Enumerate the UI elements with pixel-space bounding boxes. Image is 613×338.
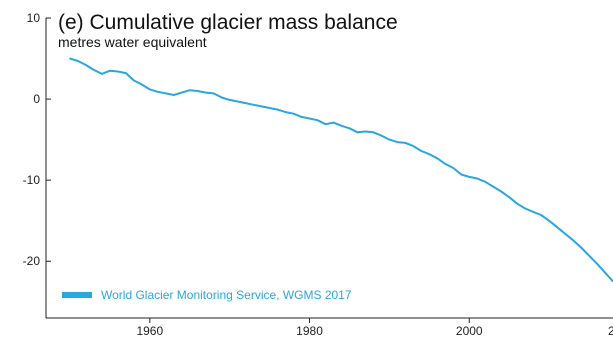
data-point [109,69,111,72]
data-point [77,60,79,62]
data-point [188,89,191,91]
data-point [524,207,526,210]
data-point [388,138,391,141]
data-point [372,131,375,134]
data-point [452,167,455,169]
data-point [228,99,231,101]
data-point [516,202,518,205]
data-point [93,69,95,71]
data-point [212,92,215,95]
data-point [196,90,199,92]
y-tick-label: 0 [33,92,40,106]
data-point [260,105,263,108]
x-tick-label: 1960 [136,324,163,338]
data-point [580,246,582,249]
data-point [236,100,239,103]
data-point [204,91,207,94]
x-axis-ticks: 1960 1980 2000 20 [136,318,613,338]
y-tick-label: 10 [27,11,41,25]
data-point [220,96,223,99]
data-point [412,145,415,147]
data-point [428,153,431,155]
data-point [492,185,495,188]
data-point [476,177,479,180]
data-point [460,173,463,176]
data-point [380,134,383,137]
data-point [340,125,343,127]
data-point [276,108,279,111]
data-point [500,190,503,193]
data-point [157,91,159,93]
data-point [69,57,71,60]
data-point [332,121,335,124]
data-point [540,214,542,216]
data-point [181,91,183,94]
data-point [444,163,447,165]
data-point [133,79,135,82]
data-point [420,150,423,152]
x-tick-label: 20 [608,324,613,338]
data-point [165,92,167,95]
data-point [484,181,487,183]
data-point [588,254,590,257]
series-layer [69,57,613,283]
legend-swatch [62,292,92,298]
legend-label: World Glacier Monitoring Service, WGMS 2… [101,288,352,302]
chart-title: (e) Cumulative glacier mass balance [58,11,398,34]
data-point [284,111,287,113]
data-point [324,123,327,125]
data-point [396,141,399,143]
data-point [101,73,103,75]
axes [45,18,613,319]
data-point [596,262,598,265]
y-tick-label: -10 [23,173,41,187]
data-point [468,176,471,178]
legend: World Glacier Monitoring Service, WGMS 2… [62,288,352,302]
data-point [149,88,151,91]
data-point [125,72,127,74]
chart-subtitle: metres water equivalent [58,34,207,50]
series-line [69,57,613,283]
data-point [173,94,175,96]
data-point [292,112,295,115]
data-point [252,104,255,106]
data-point [85,64,87,66]
data-point [300,116,303,118]
data-point [117,70,119,73]
x-tick-label: 2000 [456,324,483,338]
data-point [508,196,511,198]
data-point [548,219,550,222]
data-point [364,130,367,133]
data-point [404,142,407,144]
data-point [141,83,143,86]
y-axis-ticks: 10 0 -10 -20 [23,11,51,268]
data-point [436,157,439,160]
data-point [572,239,574,241]
x-tick-label: 1980 [296,324,323,338]
y-tick-label: -20 [23,254,41,268]
data-point [308,117,311,120]
data-point [604,271,606,274]
data-point [244,102,247,104]
data-point [348,127,351,130]
data-point [564,232,566,235]
data-point [268,107,271,109]
data-point [316,119,319,121]
data-point [356,131,359,134]
data-point [532,211,534,213]
data-point [556,226,558,228]
